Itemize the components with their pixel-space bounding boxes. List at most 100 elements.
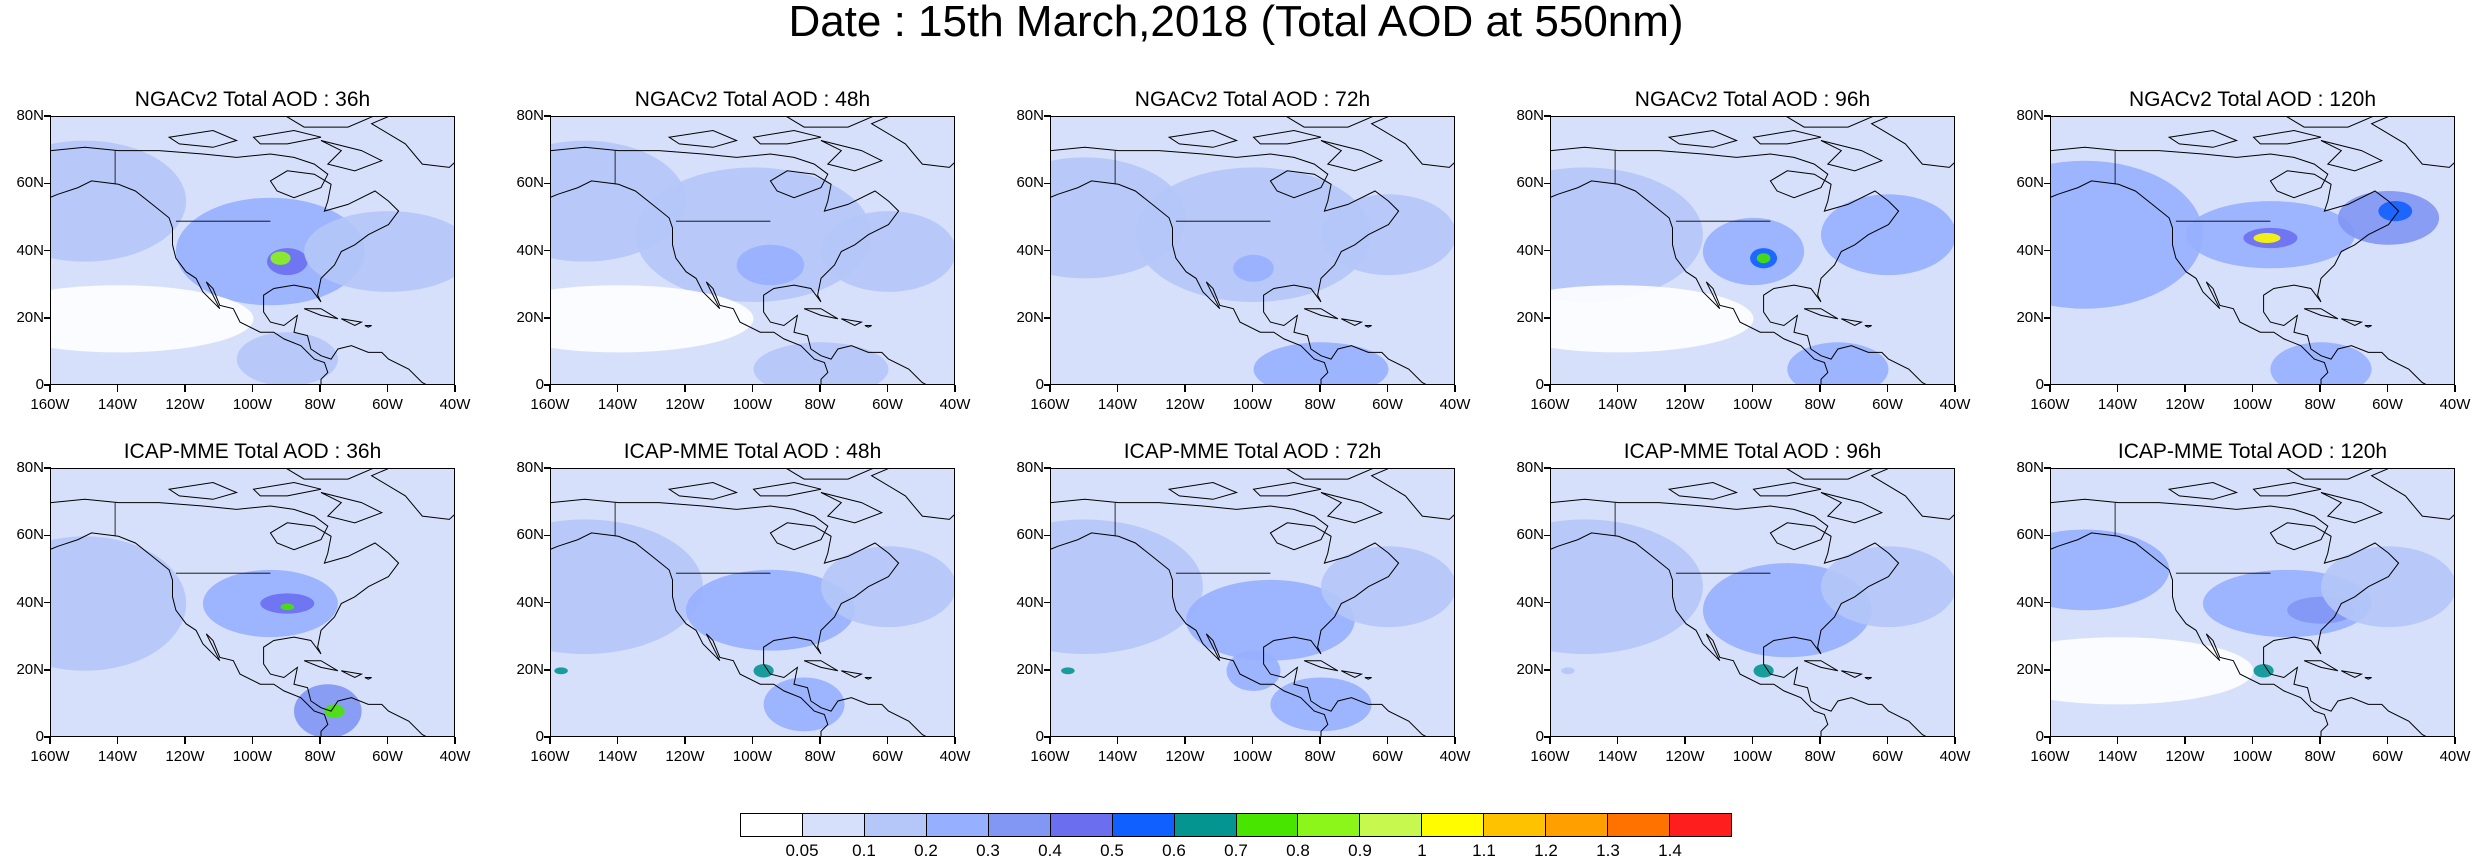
lon-tick [684,385,686,392]
lat-tick [44,249,51,252]
lon-label: 60W [2372,748,2403,765]
aod-map [550,116,955,385]
lon-label: 80W [2304,396,2336,413]
lat-label: 40N [16,593,44,611]
lat-label: 0 [1035,728,1044,745]
lon-tick [116,737,119,744]
colorbar-swatch [864,814,927,836]
lon-label: 40W [939,396,971,413]
lat-label: 40N [516,241,544,259]
lat-tick [44,669,51,671]
lat-label: 60N [2016,174,2044,192]
lon-tick [2251,385,2254,392]
lon-tick [1251,385,1254,392]
lat-label: 80N [2016,107,2044,124]
lat-tick [2044,249,2051,252]
colorbar-swatch [1484,814,1547,836]
lon-tick [319,385,321,392]
lon-tick [251,385,254,392]
lat-tick [2044,534,2051,536]
lon-tick [1116,737,1119,744]
lon-label: 80W [804,396,836,413]
lat-tick [1544,467,1551,469]
colorbar-swatch [1050,814,1113,836]
lat-label: 60N [16,174,44,192]
lon-tick [184,737,186,744]
lat-tick [544,182,551,184]
lon-tick [2049,737,2051,744]
lat-label: 40N [1516,593,1544,611]
lat-label: 80N [2016,459,2044,476]
lat-label: 0 [2035,376,2044,393]
lat-tick [2044,317,2051,319]
lon-tick [1386,385,1389,392]
lat-label: 0 [1535,728,1544,745]
lon-tick [2319,737,2321,744]
lon-tick [2386,385,2389,392]
lat-tick [44,467,51,469]
lat-tick [1544,384,1551,386]
lon-label: 100W [732,748,773,765]
lon-label: 140W [1097,396,1138,413]
lat-label: 40N [16,241,44,259]
lon-tick [1751,385,1754,392]
lat-label: 20N [1516,308,1544,326]
lon-tick [1251,737,1254,744]
lat-label: 20N [2016,308,2044,326]
lat-label: 0 [535,728,544,745]
lon-tick [1319,385,1321,392]
aod-colorbar [740,813,1732,837]
panel-title: ICAP-MME Total AOD : 72h [1123,440,1382,463]
lat-label: 40N [2016,593,2044,611]
colorbar-label: 0.4 [1038,841,1062,860]
aod-map [1550,116,1955,385]
lat-tick [1544,249,1551,252]
lon-label: 40W [1939,748,1971,765]
lon-tick [319,737,321,744]
colorbar-swatch [802,814,865,836]
lon-label: 140W [97,748,138,765]
lon-label: 120W [1165,748,1205,765]
lon-tick [549,737,551,744]
aod-map [1050,468,1455,737]
lat-label: 20N [16,308,44,326]
lat-label: 0 [1535,376,1544,393]
lon-tick [1184,737,1186,744]
lon-tick [954,385,956,392]
lon-tick [2319,385,2321,392]
lat-label: 80N [16,107,44,124]
lon-label: 100W [2232,396,2273,413]
lon-tick [819,385,821,392]
panel-title: NGACv2 Total AOD : 48h [634,88,871,111]
lat-tick [1544,669,1551,671]
lon-label: 80W [1304,748,1336,765]
lon-label: 100W [232,396,273,413]
lat-label: 0 [35,728,44,745]
lon-tick [954,737,956,744]
lon-label: 80W [804,748,836,765]
colorbar-label: 0.05 [785,841,819,860]
lon-tick [886,737,889,744]
colorbar-label: 1.3 [1596,841,1620,860]
lon-label: 140W [1597,396,1638,413]
colorbar-label: 0.7 [1224,841,1248,860]
lon-tick [1386,737,1389,744]
lon-tick [1549,737,1551,744]
lon-label: 60W [1372,748,1403,765]
lat-tick [1044,317,1051,319]
lat-tick [2044,601,2051,604]
lon-label: 100W [1232,748,1273,765]
lon-tick [386,737,389,744]
lat-label: 60N [1016,526,1044,544]
lat-tick [544,467,551,469]
lon-tick [751,737,754,744]
lon-tick [49,737,51,744]
lat-label: 80N [1516,107,1544,124]
lon-tick [1549,385,1551,392]
lat-tick [544,317,551,319]
lon-tick [819,737,821,744]
colorbar-swatch [1422,814,1485,836]
panel-title: ICAP-MME Total AOD : 96h [1623,440,1882,463]
lon-label: 120W [2165,396,2205,413]
lat-tick [544,736,551,738]
